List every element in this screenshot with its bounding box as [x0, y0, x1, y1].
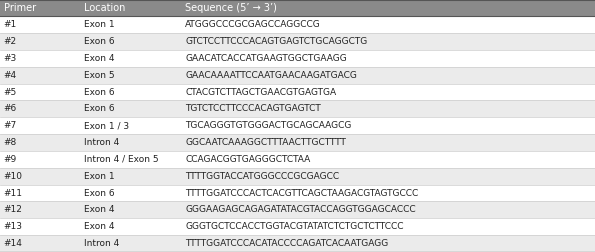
Bar — [0, 218, 80, 235]
Text: Primer: Primer — [4, 3, 36, 13]
Bar — [0, 50, 80, 67]
Text: CTACGTCTTAGCTGAACGTGAGTGA: CTACGTCTTAGCTGAACGTGAGTGA — [185, 87, 336, 97]
Text: #5: #5 — [4, 87, 17, 97]
Text: CCAGACGGTGAGGGCTCTAA: CCAGACGGTGAGGGCTCTAA — [185, 155, 311, 164]
Text: Intron 4: Intron 4 — [84, 239, 119, 248]
Text: #9: #9 — [4, 155, 17, 164]
Text: #14: #14 — [4, 239, 23, 248]
Text: TTTTGGATCCCACATACCCCAGATCACAATGAGG: TTTTGGATCCCACATACCCCAGATCACAATGAGG — [185, 239, 389, 248]
Text: GTCTCCTTCCCACAGTGAGTCTGCAGGCTG: GTCTCCTTCCCACAGTGAGTCTGCAGGCTG — [185, 37, 367, 46]
Bar — [80, 134, 181, 151]
Bar — [0, 168, 80, 185]
Text: GAACAAAATTCCAATGAACAAGATGACG: GAACAAAATTCCAATGAACAAGATGACG — [185, 71, 357, 80]
Bar — [181, 50, 595, 67]
Text: ATGGGCCCGCGAGCCAGGCCG: ATGGGCCCGCGAGCCAGGCCG — [185, 20, 321, 29]
Bar — [80, 168, 181, 185]
Bar — [0, 101, 80, 117]
Text: Exon 5: Exon 5 — [84, 71, 114, 80]
Bar — [80, 151, 181, 168]
Bar — [0, 117, 80, 134]
Text: #11: #11 — [4, 188, 23, 198]
Text: Exon 1 / 3: Exon 1 / 3 — [84, 121, 129, 130]
Bar — [0, 84, 80, 101]
Bar — [181, 84, 595, 101]
Text: Exon 6: Exon 6 — [84, 37, 114, 46]
Text: #6: #6 — [4, 104, 17, 113]
Text: #7: #7 — [4, 121, 17, 130]
Bar — [181, 218, 595, 235]
Bar — [0, 134, 80, 151]
Text: TGTCTCCTTCCCACAGTGAGTCT: TGTCTCCTTCCCACAGTGAGTCT — [185, 104, 321, 113]
Text: TGCAGGGTGTGGGACTGCAGCAAGCG: TGCAGGGTGTGGGACTGCAGCAAGCG — [185, 121, 352, 130]
Bar — [80, 67, 181, 84]
Text: #2: #2 — [4, 37, 17, 46]
Text: #4: #4 — [4, 71, 17, 80]
Bar — [80, 50, 181, 67]
Bar — [80, 16, 181, 33]
Text: Exon 1: Exon 1 — [84, 20, 114, 29]
Text: #1: #1 — [4, 20, 17, 29]
Bar — [80, 84, 181, 101]
Text: Exon 4: Exon 4 — [84, 222, 114, 231]
Bar — [0, 235, 80, 252]
Bar — [181, 168, 595, 185]
Text: Sequence (5’ → 3’): Sequence (5’ → 3’) — [185, 3, 277, 13]
Bar — [80, 218, 181, 235]
Bar — [0, 185, 80, 202]
Bar — [80, 0, 181, 16]
Bar — [80, 33, 181, 50]
Bar — [181, 185, 595, 202]
Bar — [181, 235, 595, 252]
Bar — [80, 101, 181, 117]
Text: #13: #13 — [4, 222, 23, 231]
Text: TTTTGGTACCATGGGCCCGCGAGCC: TTTTGGTACCATGGGCCCGCGAGCC — [185, 172, 339, 181]
Text: GGGAAGAGCAGAGATATACGTACCAGGTGGAGCACCC: GGGAAGAGCAGAGATATACGTACCAGGTGGAGCACCC — [185, 205, 416, 214]
Text: GGCAATCAAAGGCTTTAACTTGCTTTT: GGCAATCAAAGGCTTTAACTTGCTTTT — [185, 138, 346, 147]
Bar — [181, 67, 595, 84]
Bar — [80, 117, 181, 134]
Text: Exon 4: Exon 4 — [84, 54, 114, 63]
Text: Exon 6: Exon 6 — [84, 104, 114, 113]
Bar — [0, 151, 80, 168]
Bar — [80, 202, 181, 218]
Bar — [0, 202, 80, 218]
Text: #3: #3 — [4, 54, 17, 63]
Text: TTTTGGATCCCACTCACGTTCAGCTAAGACGTAGTGCCC: TTTTGGATCCCACTCACGTTCAGCTAAGACGTAGTGCCC — [185, 188, 418, 198]
Text: #10: #10 — [4, 172, 23, 181]
Bar — [0, 67, 80, 84]
Bar — [181, 16, 595, 33]
Text: GAACATCACCATGAAGTGGCTGAAGG: GAACATCACCATGAAGTGGCTGAAGG — [185, 54, 347, 63]
Bar — [0, 16, 80, 33]
Text: Intron 4 / Exon 5: Intron 4 / Exon 5 — [84, 155, 158, 164]
Bar — [80, 185, 181, 202]
Bar — [0, 0, 80, 16]
Text: #12: #12 — [4, 205, 23, 214]
Bar — [181, 151, 595, 168]
Text: Exon 1: Exon 1 — [84, 172, 114, 181]
Text: Exon 6: Exon 6 — [84, 188, 114, 198]
Text: Exon 4: Exon 4 — [84, 205, 114, 214]
Text: Exon 6: Exon 6 — [84, 87, 114, 97]
Text: GGGTGCTCCACCTGGTACGTATATCTCTGCTCTTCCC: GGGTGCTCCACCTGGTACGTATATCTCTGCTCTTCCC — [185, 222, 403, 231]
Text: Intron 4: Intron 4 — [84, 138, 119, 147]
Bar — [181, 33, 595, 50]
Text: #8: #8 — [4, 138, 17, 147]
Bar — [181, 0, 595, 16]
Bar — [0, 33, 80, 50]
Bar — [181, 117, 595, 134]
Bar — [181, 134, 595, 151]
Bar — [181, 202, 595, 218]
Bar — [181, 101, 595, 117]
Text: Location: Location — [84, 3, 126, 13]
Bar — [80, 235, 181, 252]
